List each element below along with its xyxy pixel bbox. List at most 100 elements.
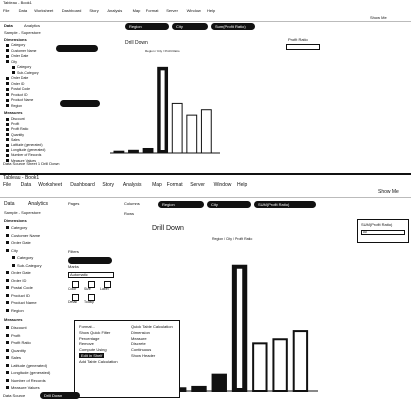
filter-card[interactable] (286, 44, 320, 50)
dimension-item[interactable]: Product ID (6, 93, 28, 97)
measure-item[interactable]: Longitude (generated) (6, 370, 50, 375)
bar-mark[interactable] (292, 330, 309, 392)
bar-mark[interactable] (200, 109, 212, 154)
dimension-item[interactable]: Sub-Category (12, 263, 42, 268)
context-menu-item[interactable]: Add Table Calculation (79, 358, 118, 364)
bar-mark[interactable] (186, 114, 198, 154)
measure-item[interactable]: Sales (6, 138, 20, 142)
marks-card-color[interactable]: Color (68, 281, 82, 292)
dimension-item[interactable]: Sub-Category (12, 71, 39, 75)
menu-item-format[interactable]: Format (145, 8, 159, 13)
datasource-label[interactable]: Sample - Superstore (4, 210, 41, 215)
context-menu-item[interactable]: Percentage (79, 335, 100, 341)
dimension-item[interactable]: Region (6, 104, 22, 108)
context-menu-item[interactable]: Format... (79, 324, 96, 329)
dimension-item[interactable]: Customer Name (6, 233, 40, 238)
measure-item[interactable]: Discount (6, 117, 25, 121)
status-tab-datasource[interactable]: Data Source (3, 393, 26, 398)
dimension-item[interactable]: Order ID (6, 278, 26, 283)
context-menu-item[interactable]: Edit in Shelf (79, 353, 105, 358)
measure-item[interactable]: Latitude (generated) (6, 143, 43, 147)
measure-item[interactable]: Sales (6, 355, 21, 360)
bar-mark[interactable] (211, 373, 227, 392)
bar-mark[interactable] (252, 342, 268, 392)
filter-pill[interactable] (56, 45, 98, 52)
marks-card-tooltip[interactable]: Tooltip (84, 294, 98, 305)
column-pill-region[interactable]: Region (125, 23, 169, 30)
context-menu-item[interactable]: Compute Using (79, 347, 107, 353)
marks-card-size[interactable]: Size (84, 281, 98, 292)
menu-item-file[interactable]: File (3, 182, 12, 188)
dimension-item[interactable]: Order Date (6, 240, 31, 245)
measure-item[interactable]: Measure Values (6, 385, 40, 390)
menu-item-dashboard[interactable]: Dashboard (61, 8, 82, 13)
dimension-item[interactable]: Order Date (6, 76, 28, 80)
measure-item[interactable]: Profit Ratio (6, 340, 31, 345)
context-menu-item[interactable]: Discrete (131, 341, 146, 347)
dimension-item[interactable]: Category (12, 65, 31, 69)
marks-card-label[interactable]: Label (100, 281, 114, 292)
menu-item-story[interactable]: Story (102, 182, 115, 188)
dimension-item[interactable]: Product ID (6, 293, 30, 298)
menu-item-map[interactable]: Map (152, 182, 162, 188)
bar-mark[interactable] (142, 147, 154, 154)
analytics-tab[interactable]: Analytics (28, 201, 49, 207)
menu-item-dashboard[interactable]: Dashboard (70, 182, 95, 188)
detail-pill[interactable] (60, 100, 100, 107)
marks-type-dropdown[interactable] (68, 272, 114, 278)
measure-item[interactable]: Quantity (6, 348, 26, 353)
measure-item[interactable]: Profit (6, 122, 19, 126)
bar-mark[interactable] (191, 385, 207, 393)
bar-mark[interactable] (171, 102, 183, 154)
context-menu-item[interactable]: Show Quick Filter (79, 329, 111, 335)
column-pill-city[interactable]: City (207, 201, 251, 208)
dimension-item[interactable]: Product Name (6, 98, 33, 102)
menu-item-worksheet[interactable]: Worksheet (38, 182, 62, 188)
menu-item-server[interactable]: Server (190, 182, 205, 188)
filter-card[interactable] (357, 219, 409, 243)
column-pill-city[interactable]: City (172, 23, 208, 30)
measure-item[interactable]: Measure Values (6, 159, 36, 163)
menu-item-server[interactable]: Server (166, 8, 178, 13)
show-me-button[interactable]: Show Me (370, 15, 387, 20)
datasource-label[interactable]: Sample - Superstore (4, 30, 41, 35)
filter-pill-profit-ratio[interactable] (68, 257, 112, 264)
menu-item-file[interactable]: File (3, 8, 10, 13)
menu-item-analysis[interactable]: Analysis (107, 8, 123, 13)
menu-item-help[interactable]: Help (237, 182, 248, 188)
context-menu-item[interactable]: Continuous (131, 347, 152, 353)
data-tab[interactable]: Data (4, 23, 13, 28)
menu-item-data[interactable]: Data (18, 8, 28, 13)
dimension-item[interactable]: Category (12, 255, 33, 260)
menu-item-data[interactable]: Data (20, 182, 32, 188)
context-menu-item[interactable]: Show Header (131, 353, 156, 358)
analytics-tab[interactable]: Analytics (24, 23, 41, 28)
context-menu-item[interactable]: Quick Table Calculation (131, 324, 173, 329)
menu-item-map[interactable]: Map (132, 8, 141, 13)
measure-item[interactable]: Number of Records (6, 153, 41, 157)
bar-mark[interactable] (272, 338, 288, 392)
dimension-item[interactable]: Region (6, 308, 24, 313)
marks-card-detail[interactable]: Detail (68, 294, 82, 305)
column-pill-region[interactable]: Region (158, 201, 204, 208)
measure-item[interactable]: Profit (6, 333, 20, 338)
column-pill-profit-ratio[interactable]: SUM(Profit Ratio) (254, 201, 316, 208)
dimension-item[interactable]: City (6, 248, 18, 253)
measure-item[interactable]: Discount (6, 325, 27, 330)
filter-card-field[interactable] (361, 230, 405, 235)
menu-item-help[interactable]: Help (207, 8, 216, 13)
context-menu-item[interactable]: Dimension (131, 329, 150, 335)
menu-item-window[interactable]: Window (213, 182, 232, 188)
column-pill-profit-ratio[interactable]: Sum(Profit Ratio) (211, 23, 255, 30)
dimension-item[interactable]: Category (6, 43, 25, 47)
menu-item-analysis[interactable]: Analysis (122, 182, 142, 188)
dimension-item[interactable]: Order Date (6, 54, 28, 58)
measure-item[interactable]: Latitude (generated) (6, 363, 47, 368)
menu-item-format[interactable]: Format (166, 182, 183, 188)
status-tab-drilldown[interactable]: Drill Down (40, 392, 80, 399)
dimension-item[interactable]: Order ID (6, 82, 24, 86)
measure-item[interactable]: Longitude (generated) (6, 148, 45, 152)
show-me-button[interactable]: Show Me (378, 189, 399, 195)
dimension-item[interactable]: Category (6, 225, 27, 230)
menu-item-story[interactable]: Story (89, 8, 99, 13)
